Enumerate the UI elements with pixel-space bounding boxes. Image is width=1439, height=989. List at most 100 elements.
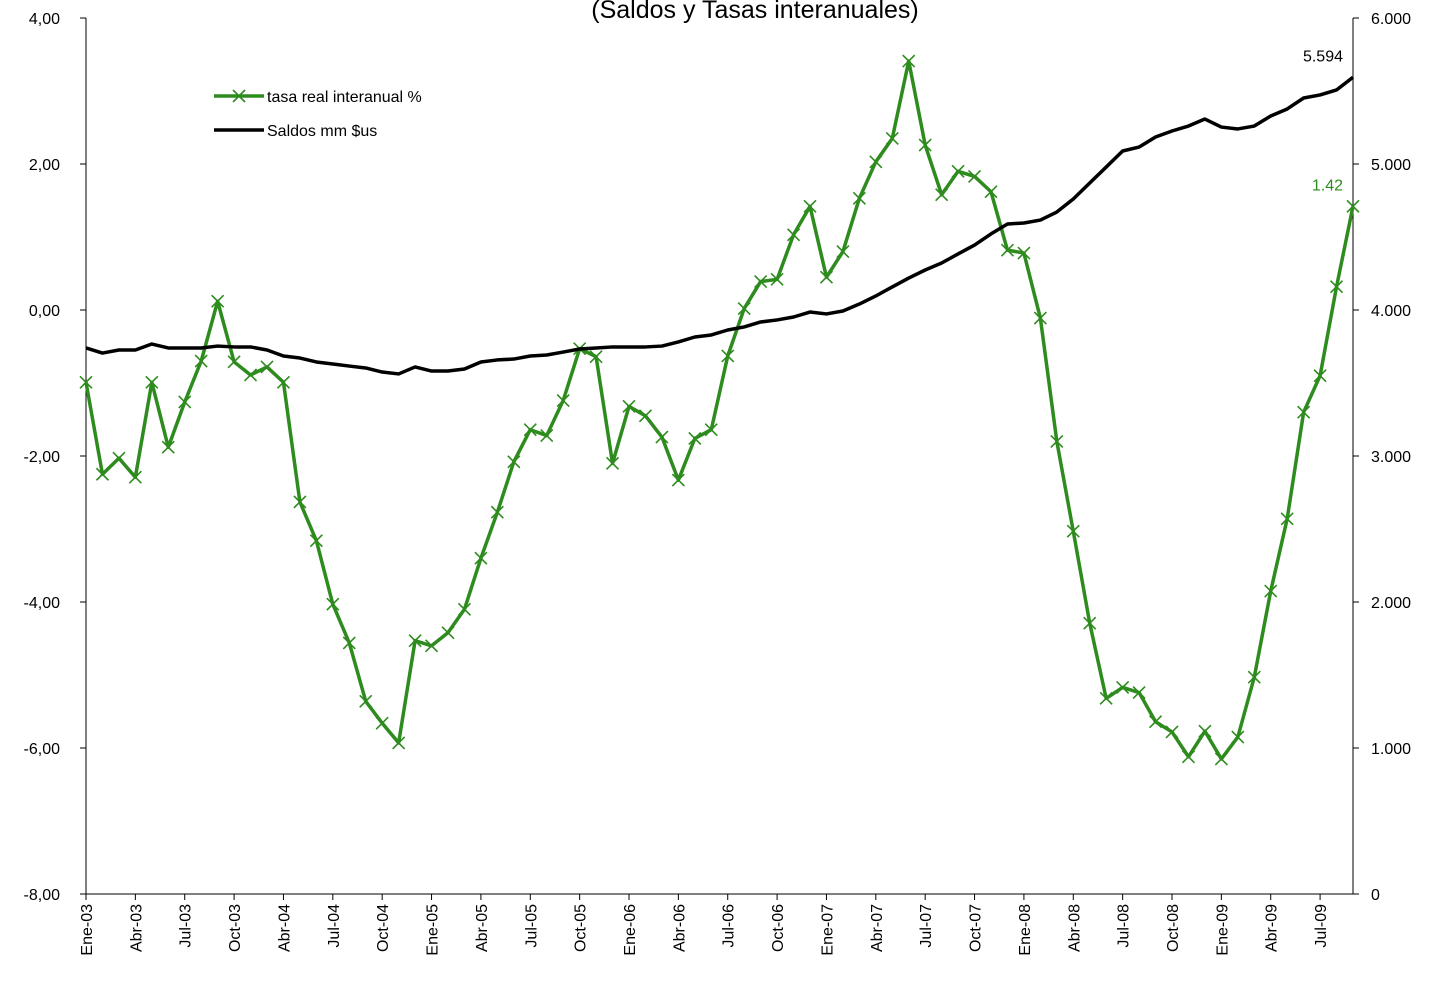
marker bbox=[754, 274, 768, 289]
marker bbox=[375, 716, 389, 730]
marker bbox=[1116, 680, 1130, 694]
marker bbox=[227, 355, 241, 369]
x-tick-label: Abr-04 bbox=[276, 904, 293, 952]
marker bbox=[671, 473, 685, 487]
y-tick-label: -6,00 bbox=[24, 741, 61, 758]
marker bbox=[869, 155, 883, 169]
chart-title: (Saldos y Tasas interanuales) bbox=[591, 0, 919, 24]
marker bbox=[935, 188, 949, 202]
y2-tick-label: 5.000 bbox=[1371, 157, 1411, 174]
marker bbox=[507, 455, 521, 469]
marker bbox=[194, 354, 208, 368]
marker bbox=[902, 54, 916, 68]
x-tick-label: Oct-03 bbox=[227, 904, 244, 952]
y-tick-label: 2,00 bbox=[29, 157, 60, 174]
y2-tick-label: 0 bbox=[1371, 887, 1380, 904]
y-tick-label: -4,00 bbox=[24, 595, 61, 612]
marker bbox=[589, 350, 603, 364]
marker bbox=[359, 694, 373, 708]
marker bbox=[1329, 280, 1344, 294]
x-tick-label: Abr-08 bbox=[1066, 904, 1083, 952]
marker bbox=[408, 634, 422, 648]
marker bbox=[1050, 434, 1064, 448]
marker bbox=[1148, 715, 1163, 729]
x-tick-label: Ene-03 bbox=[79, 904, 96, 956]
marker bbox=[540, 428, 554, 443]
marker bbox=[1313, 369, 1327, 383]
marker bbox=[1017, 246, 1031, 260]
marker bbox=[128, 470, 142, 484]
legend-label: Saldos mm $us bbox=[267, 123, 377, 140]
x-tick-label: Jul-09 bbox=[1313, 904, 1330, 948]
marker bbox=[161, 440, 175, 454]
legend-label: tasa real interanual % bbox=[267, 89, 422, 106]
marker bbox=[112, 451, 126, 465]
marker bbox=[984, 185, 998, 199]
series-line bbox=[85, 75, 1355, 376]
x-tick-label: Jul-06 bbox=[721, 904, 738, 948]
marker bbox=[704, 423, 718, 437]
marker bbox=[951, 164, 965, 178]
marker bbox=[1000, 243, 1015, 257]
marker bbox=[918, 138, 932, 152]
x-tick-label: Jul-04 bbox=[326, 904, 343, 948]
marker bbox=[852, 191, 866, 205]
marker bbox=[1033, 311, 1047, 325]
marker bbox=[441, 626, 455, 640]
series-line bbox=[84, 59, 1355, 761]
legend-marker bbox=[232, 89, 246, 103]
y-tick-label: -2,00 bbox=[24, 449, 61, 466]
marker bbox=[803, 199, 817, 213]
x-tick-label: Abr-07 bbox=[869, 904, 886, 952]
marker bbox=[326, 597, 340, 611]
marker bbox=[836, 245, 850, 259]
y-tick-label: 4,00 bbox=[29, 11, 60, 28]
marker bbox=[638, 409, 653, 423]
marker bbox=[1231, 730, 1245, 744]
x-tick-label: Oct-08 bbox=[1165, 904, 1182, 952]
marker bbox=[1214, 752, 1228, 766]
marker bbox=[1083, 616, 1097, 630]
marker bbox=[95, 467, 110, 481]
x-tick-label: Oct-07 bbox=[968, 904, 985, 952]
x-tick-label: Oct-05 bbox=[573, 904, 590, 952]
x-tick-label: Abr-06 bbox=[671, 904, 688, 952]
marker bbox=[293, 495, 307, 509]
x-tick-label: Jul-07 bbox=[918, 904, 935, 948]
marker bbox=[178, 395, 192, 409]
marker bbox=[457, 602, 472, 616]
marker bbox=[243, 368, 258, 382]
marker bbox=[490, 505, 504, 519]
x-tick-label: Abr-05 bbox=[474, 904, 491, 952]
y2-tick-label: 3.000 bbox=[1371, 449, 1411, 466]
marker bbox=[1066, 524, 1080, 538]
x-tick-label: Abr-09 bbox=[1264, 904, 1281, 952]
marker bbox=[1346, 199, 1360, 213]
marker bbox=[1165, 725, 1179, 739]
marker bbox=[309, 534, 323, 548]
marker bbox=[392, 736, 406, 750]
y2-tick-label: 1.000 bbox=[1371, 741, 1411, 758]
x-tick-label: Ene-05 bbox=[425, 904, 442, 956]
marker bbox=[655, 430, 669, 444]
marker bbox=[885, 131, 899, 146]
marker bbox=[1297, 405, 1311, 419]
marker bbox=[211, 294, 225, 308]
marker bbox=[622, 399, 636, 413]
marker bbox=[1181, 750, 1196, 764]
y2-tick-label: 4.000 bbox=[1371, 303, 1411, 320]
x-tick-label: Oct-04 bbox=[375, 904, 392, 952]
marker bbox=[770, 272, 784, 286]
x-tick-label: Jul-05 bbox=[523, 904, 540, 948]
marker bbox=[1264, 584, 1278, 598]
marker bbox=[1247, 670, 1261, 684]
marker bbox=[786, 228, 801, 242]
marker bbox=[79, 375, 93, 389]
x-tick-label: Ene-08 bbox=[1017, 904, 1034, 956]
marker bbox=[523, 423, 537, 437]
marker bbox=[967, 169, 982, 183]
marker bbox=[424, 639, 439, 653]
marker bbox=[145, 375, 159, 389]
